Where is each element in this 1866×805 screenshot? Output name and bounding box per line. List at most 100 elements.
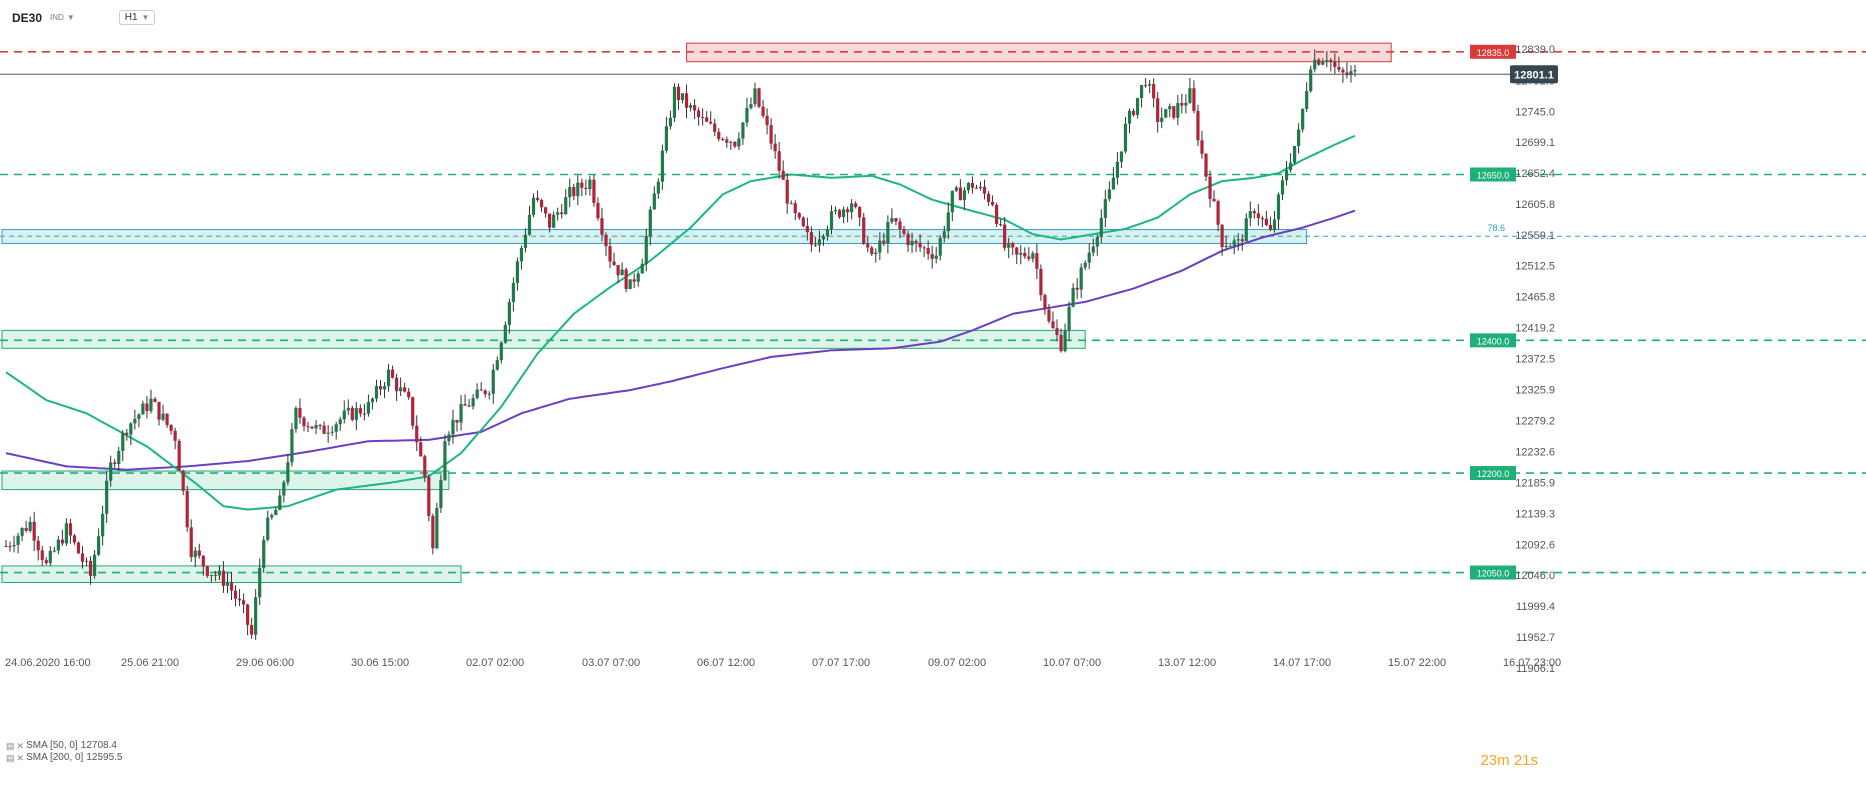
candle[interactable] <box>1007 237 1011 259</box>
candle[interactable] <box>109 455 113 487</box>
candle[interactable] <box>676 83 681 110</box>
candle[interactable] <box>12 535 16 553</box>
candle[interactable] <box>1212 190 1216 202</box>
candle[interactable] <box>40 545 44 566</box>
candle[interactable] <box>1148 80 1152 94</box>
candle[interactable] <box>225 572 230 594</box>
candle[interactable] <box>837 208 842 219</box>
candle[interactable] <box>475 383 479 400</box>
candle[interactable] <box>1240 234 1244 251</box>
candle[interactable] <box>858 206 862 227</box>
candle[interactable] <box>346 399 350 415</box>
candle[interactable] <box>1031 251 1035 263</box>
candle[interactable] <box>68 519 73 544</box>
candle[interactable] <box>1115 152 1120 185</box>
candle[interactable] <box>640 258 644 274</box>
candle[interactable] <box>322 421 326 435</box>
candle[interactable] <box>1119 151 1124 168</box>
candle[interactable] <box>1160 107 1164 129</box>
candle[interactable] <box>906 230 910 253</box>
candle[interactable] <box>801 216 805 228</box>
candle[interactable] <box>1011 241 1015 256</box>
candle[interactable] <box>1168 103 1172 118</box>
candle[interactable] <box>950 190 954 222</box>
candle[interactable] <box>217 565 222 580</box>
candle[interactable] <box>620 262 624 276</box>
candle[interactable] <box>882 232 886 247</box>
candle[interactable] <box>395 373 399 401</box>
candle[interactable] <box>809 226 813 252</box>
close-icon[interactable]: ✕ <box>16 741 24 751</box>
candle[interactable] <box>588 176 592 196</box>
candle[interactable] <box>302 416 306 432</box>
candle[interactable] <box>1228 243 1232 247</box>
candle[interactable] <box>878 232 882 260</box>
candle[interactable] <box>250 617 254 639</box>
candle[interactable] <box>350 405 354 422</box>
candle[interactable] <box>982 179 987 200</box>
candle[interactable] <box>729 140 733 150</box>
candle[interactable] <box>310 426 314 430</box>
candle[interactable] <box>366 394 371 417</box>
candle[interactable] <box>411 396 415 430</box>
symbol-label[interactable]: DE30 <box>12 10 43 25</box>
candle[interactable] <box>511 277 515 312</box>
candle[interactable] <box>652 186 656 210</box>
candle[interactable] <box>282 480 286 503</box>
candle[interactable] <box>523 228 528 253</box>
candle[interactable] <box>326 425 330 443</box>
candle[interactable] <box>644 228 648 272</box>
candle[interactable] <box>668 110 673 130</box>
candle[interactable] <box>1341 67 1345 83</box>
candle[interactable] <box>76 541 81 554</box>
candle[interactable] <box>946 202 950 239</box>
candle[interactable] <box>1103 190 1107 228</box>
candle[interactable] <box>978 181 983 191</box>
candle[interactable] <box>80 546 85 569</box>
candle[interactable] <box>72 534 77 545</box>
candle[interactable] <box>209 574 213 583</box>
candle[interactable] <box>1252 208 1256 219</box>
candle[interactable] <box>125 428 129 441</box>
candle[interactable] <box>16 532 20 554</box>
candle[interactable] <box>1035 243 1039 280</box>
candle[interactable] <box>141 400 145 415</box>
candle[interactable] <box>298 398 302 424</box>
candle[interactable] <box>28 516 32 533</box>
candle[interactable] <box>382 381 387 399</box>
close-icon[interactable]: ✕ <box>16 753 24 763</box>
candle[interactable] <box>1144 78 1148 88</box>
candle[interactable] <box>535 190 540 203</box>
candle[interactable] <box>1075 278 1079 299</box>
candle[interactable] <box>181 469 185 496</box>
candle[interactable] <box>266 510 270 542</box>
candle[interactable] <box>874 248 878 263</box>
candle[interactable] <box>785 173 789 214</box>
candle[interactable] <box>507 298 511 334</box>
candle[interactable] <box>664 116 669 154</box>
candle[interactable] <box>584 179 588 196</box>
candle[interactable] <box>415 415 419 451</box>
candle[interactable] <box>926 240 930 260</box>
candle[interactable] <box>701 108 705 126</box>
candle[interactable] <box>608 238 612 269</box>
candle[interactable] <box>1256 204 1260 226</box>
candle[interactable] <box>1248 201 1252 227</box>
candle[interactable] <box>531 193 536 218</box>
candle[interactable] <box>1309 65 1313 93</box>
candle[interactable] <box>201 554 205 576</box>
candle[interactable] <box>527 205 532 236</box>
candle[interactable] <box>854 201 858 209</box>
candle[interactable] <box>886 215 890 254</box>
candle[interactable] <box>32 511 36 552</box>
settings-icon[interactable]: ▤ <box>6 753 14 763</box>
candle[interactable] <box>173 427 177 450</box>
candle[interactable] <box>161 404 165 422</box>
candle[interactable] <box>1333 53 1337 75</box>
candle[interactable] <box>624 267 628 293</box>
candle[interactable] <box>1055 319 1059 342</box>
candle[interactable] <box>153 397 157 403</box>
candle[interactable] <box>1131 108 1136 117</box>
candle[interactable] <box>278 490 282 511</box>
candle[interactable] <box>890 208 894 225</box>
